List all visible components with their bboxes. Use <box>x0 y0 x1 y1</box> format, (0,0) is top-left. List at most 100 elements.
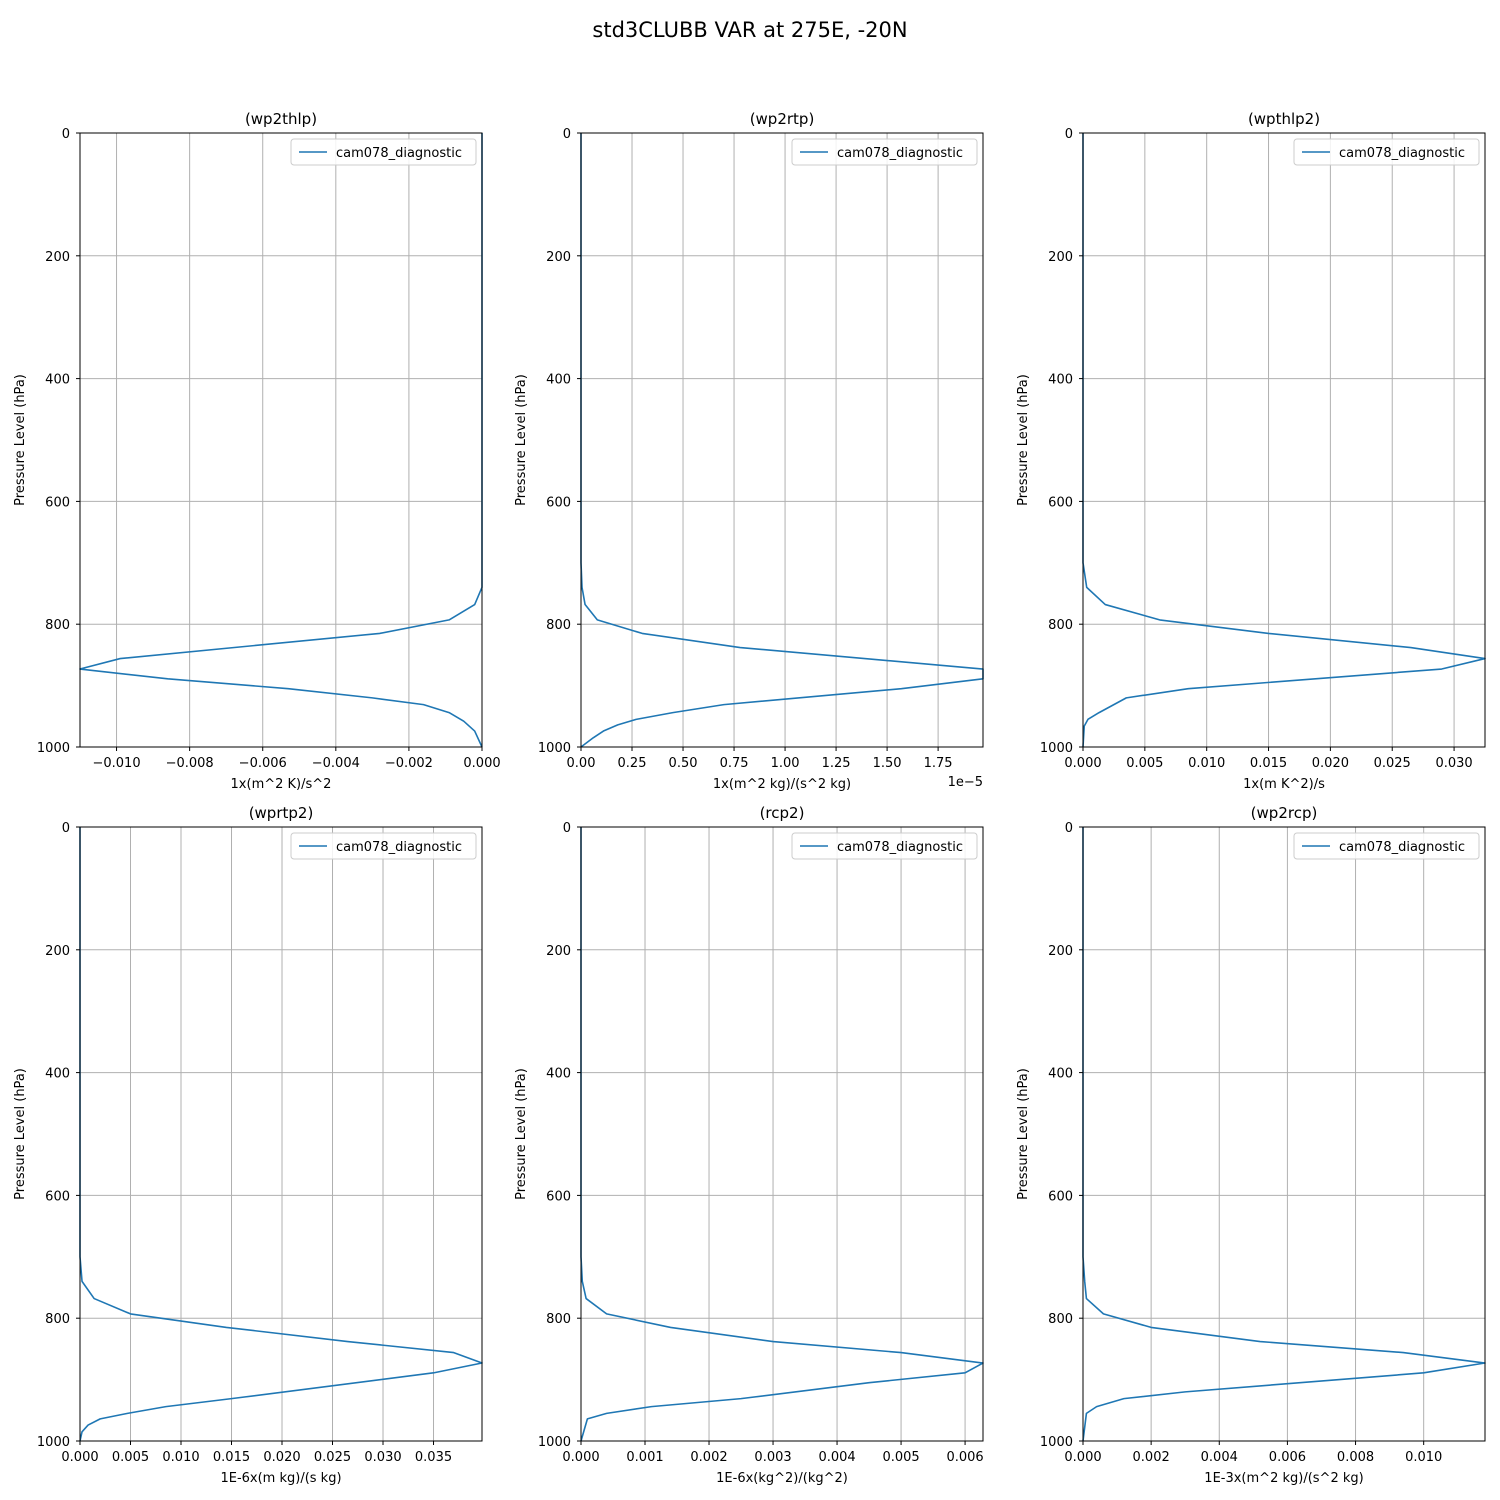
x-axis-label: 1x(m^2 kg)/(s^2 kg) <box>713 777 851 792</box>
y-tick-label: 800 <box>1048 1312 1073 1327</box>
y-tick-label: 600 <box>45 1189 70 1204</box>
legend-box <box>791 832 978 860</box>
x-tick-label: 0.000 <box>562 1450 599 1465</box>
x-tick-label: 0.000 <box>61 1450 98 1465</box>
x-tick-label: 0.25 <box>618 756 647 771</box>
y-tick-label: 0 <box>62 127 70 142</box>
x-tick-label: 0.015 <box>213 1450 250 1465</box>
y-tick-label: 200 <box>45 944 70 959</box>
y-tick-label: 600 <box>45 495 70 510</box>
y-tick-label: 200 <box>546 944 571 959</box>
figure-title: std3CLUBB VAR at 275E, -20N <box>592 18 907 42</box>
y-tick-label: 800 <box>45 1312 70 1327</box>
x-tick-label: −0.006 <box>239 756 287 771</box>
x-tick-label: 0.000 <box>463 756 500 771</box>
y-tick-label: 400 <box>1048 373 1073 388</box>
y-tick-label: 400 <box>45 1067 70 1082</box>
panel-title: (wp2thlp) <box>245 110 317 128</box>
y-axis-label: Pressure Level (hPa) <box>1016 1068 1031 1200</box>
x-tick-label: −0.002 <box>385 756 433 771</box>
y-tick-label: 200 <box>546 250 571 265</box>
axes-frame <box>1082 826 1486 1442</box>
x-tick-label: 0.010 <box>1188 756 1225 771</box>
legend-box <box>1293 832 1480 860</box>
chart-panel: 0.000 0.002 0.004 0.006 0.008 0.010 0 200 400 600… <box>1016 804 1486 1486</box>
x-tick-label: 0.025 <box>314 1450 351 1465</box>
y-tick-label: 200 <box>45 250 70 265</box>
chart-panel: 0.000 0.005 0.010 0.015 0.020 0.025 0.030 0.035… <box>13 804 483 1486</box>
x-tick-label: 1.75 <box>924 756 953 771</box>
panel-grid: −0.010 −0.008 −0.006 −0.004 −0.002 0.000 0 200 4… <box>13 110 1486 1486</box>
legend: cam078_diagnostic <box>290 138 477 166</box>
axes-frame <box>79 132 483 748</box>
y-tick-label: 1000 <box>538 1435 571 1450</box>
y-tick-label: 600 <box>1048 495 1073 510</box>
legend: cam078_diagnostic <box>791 832 978 860</box>
y-tick-label: 1000 <box>538 741 571 756</box>
y-tick-label: 600 <box>546 495 571 510</box>
legend-label: cam078_diagnostic <box>1339 146 1465 161</box>
legend-box <box>791 138 978 166</box>
y-tick-label: 400 <box>546 373 571 388</box>
series-line <box>1082 827 1486 1442</box>
y-tick-label: 0 <box>563 821 571 836</box>
legend: cam078_diagnostic <box>290 832 477 860</box>
legend-box <box>1293 138 1480 166</box>
x-tick-label: 0.008 <box>1337 1450 1374 1465</box>
x-tick-label: 0.010 <box>162 1450 199 1465</box>
y-axis-label: Pressure Level (hPa) <box>13 1068 28 1200</box>
x-tick-label: 0.020 <box>1312 756 1349 771</box>
y-tick-label: 800 <box>1048 618 1073 633</box>
panel-title: (wpthlp2) <box>1248 110 1320 128</box>
x-axis-label: 1E-6x(kg^2)/(kg^2) <box>716 1471 848 1486</box>
series-line <box>1082 133 1486 748</box>
x-tick-label: −0.008 <box>166 756 214 771</box>
x-tick-label: 0.005 <box>112 1450 149 1465</box>
legend-box <box>290 138 477 166</box>
x-tick-label: 0.006 <box>946 1450 983 1465</box>
legend-label: cam078_diagnostic <box>336 146 462 161</box>
y-tick-label: 0 <box>563 127 571 142</box>
x-tick-label: 0.015 <box>1250 756 1287 771</box>
x-tick-label: 0.025 <box>1374 756 1411 771</box>
axes-frame <box>580 132 984 748</box>
y-tick-label: 600 <box>546 1189 571 1204</box>
x-tick-label: 0.001 <box>626 1450 663 1465</box>
legend: cam078_diagnostic <box>1293 832 1480 860</box>
x-tick-label: 0.000 <box>1064 756 1101 771</box>
x-tick-label: 1.50 <box>873 756 902 771</box>
axes-frame <box>580 826 984 1442</box>
y-tick-label: 400 <box>1048 1067 1073 1082</box>
y-tick-label: 1000 <box>37 741 70 756</box>
x-tick-label: 0.020 <box>263 1450 300 1465</box>
axes-frame <box>1082 132 1486 748</box>
y-tick-label: 400 <box>546 1067 571 1082</box>
chart-panel: 0.00 0.25 0.50 0.75 1.00 1.25 1.50 1.75 0 200 400 6… <box>514 110 984 792</box>
y-tick-label: 0 <box>62 821 70 836</box>
chart-panel: 0.000 0.005 0.010 0.015 0.020 0.025 0.030 0 200 4… <box>1016 110 1486 792</box>
x-tick-label: 0.005 <box>882 1450 919 1465</box>
y-tick-label: 1000 <box>1040 1435 1073 1450</box>
x-axis-label: 1E-3x(m^2 kg)/(s^2 kg) <box>1204 1471 1363 1486</box>
y-tick-label: 400 <box>45 373 70 388</box>
y-tick-label: 600 <box>1048 1189 1073 1204</box>
x-tick-label: 0.002 <box>1133 1450 1170 1465</box>
legend-label: cam078_diagnostic <box>837 146 963 161</box>
x-tick-label: 0.010 <box>1405 1450 1442 1465</box>
chart-panel: 0.000 0.001 0.002 0.003 0.004 0.005 0.006 0 200 4… <box>514 804 984 1486</box>
x-tick-label: 1.00 <box>771 756 800 771</box>
x-axis-label: 1x(m K^2)/s <box>1243 777 1325 792</box>
y-tick-label: 200 <box>1048 250 1073 265</box>
x-tick-label: 0.006 <box>1269 1450 1306 1465</box>
y-axis-label: Pressure Level (hPa) <box>1016 374 1031 506</box>
legend: cam078_diagnostic <box>1293 138 1480 166</box>
x-tick-label: −0.004 <box>312 756 360 771</box>
legend-box <box>290 832 477 860</box>
panel-title: (wp2rtp) <box>750 110 815 128</box>
x-tick-label: 0.004 <box>1201 1450 1238 1465</box>
panel-title: (wp2rcp) <box>1251 804 1318 822</box>
x-tick-label: −0.010 <box>92 756 140 771</box>
axes-frame <box>79 826 483 1442</box>
x-tick-label: 0.003 <box>754 1450 791 1465</box>
x-tick-label: 0.000 <box>1064 1450 1101 1465</box>
